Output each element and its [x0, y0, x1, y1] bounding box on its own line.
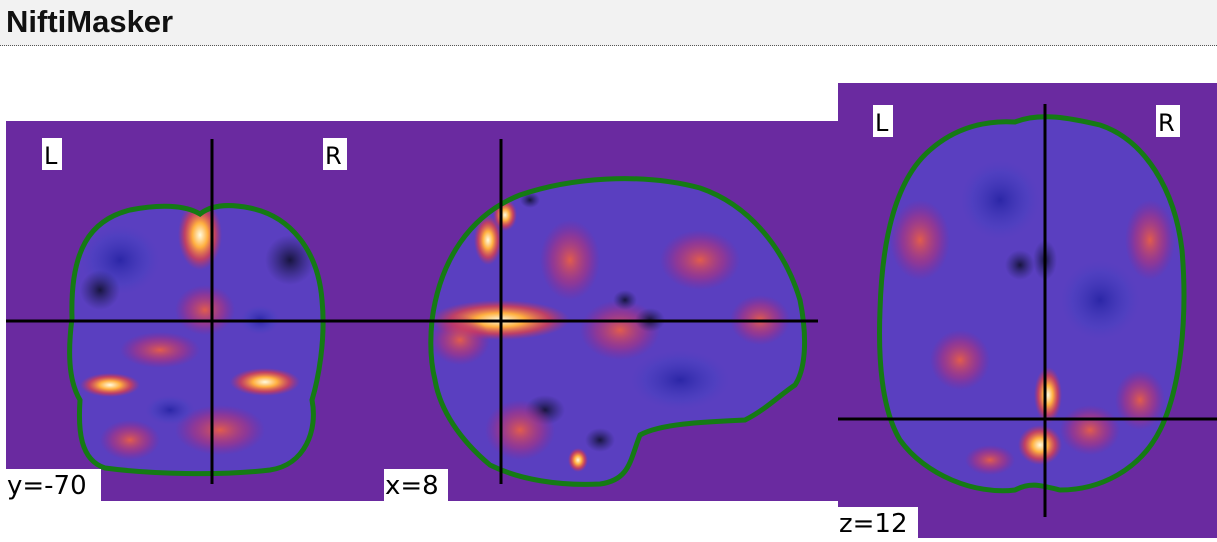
sagittal-view: x=8: [384, 121, 838, 501]
axial-view: L R z=12: [838, 83, 1217, 539]
report-header: NiftiMasker: [0, 0, 1217, 46]
axial-right-label: R: [1158, 109, 1175, 137]
coronal-view: L R y=-70: [6, 121, 384, 501]
sagittal-coordinate-label: x=8: [385, 471, 439, 501]
coronal-coordinate-label: y=-70: [7, 471, 87, 501]
coronal-right-label: R: [325, 142, 342, 170]
axial-left-label: L: [875, 109, 889, 137]
page-title: NiftiMasker: [6, 4, 174, 39]
coronal-brain-slice: [69, 205, 324, 474]
coronal-mask-contour: [67, 203, 326, 477]
axial-mask-contour: [877, 114, 1187, 494]
coronal-left-label: L: [44, 142, 58, 170]
axial-coordinate-label: z=12: [839, 509, 908, 539]
axial-brain-slice: [879, 116, 1184, 491]
sagittal-mask-contour: [428, 176, 808, 487]
coronal-background-lower: [101, 471, 384, 501]
